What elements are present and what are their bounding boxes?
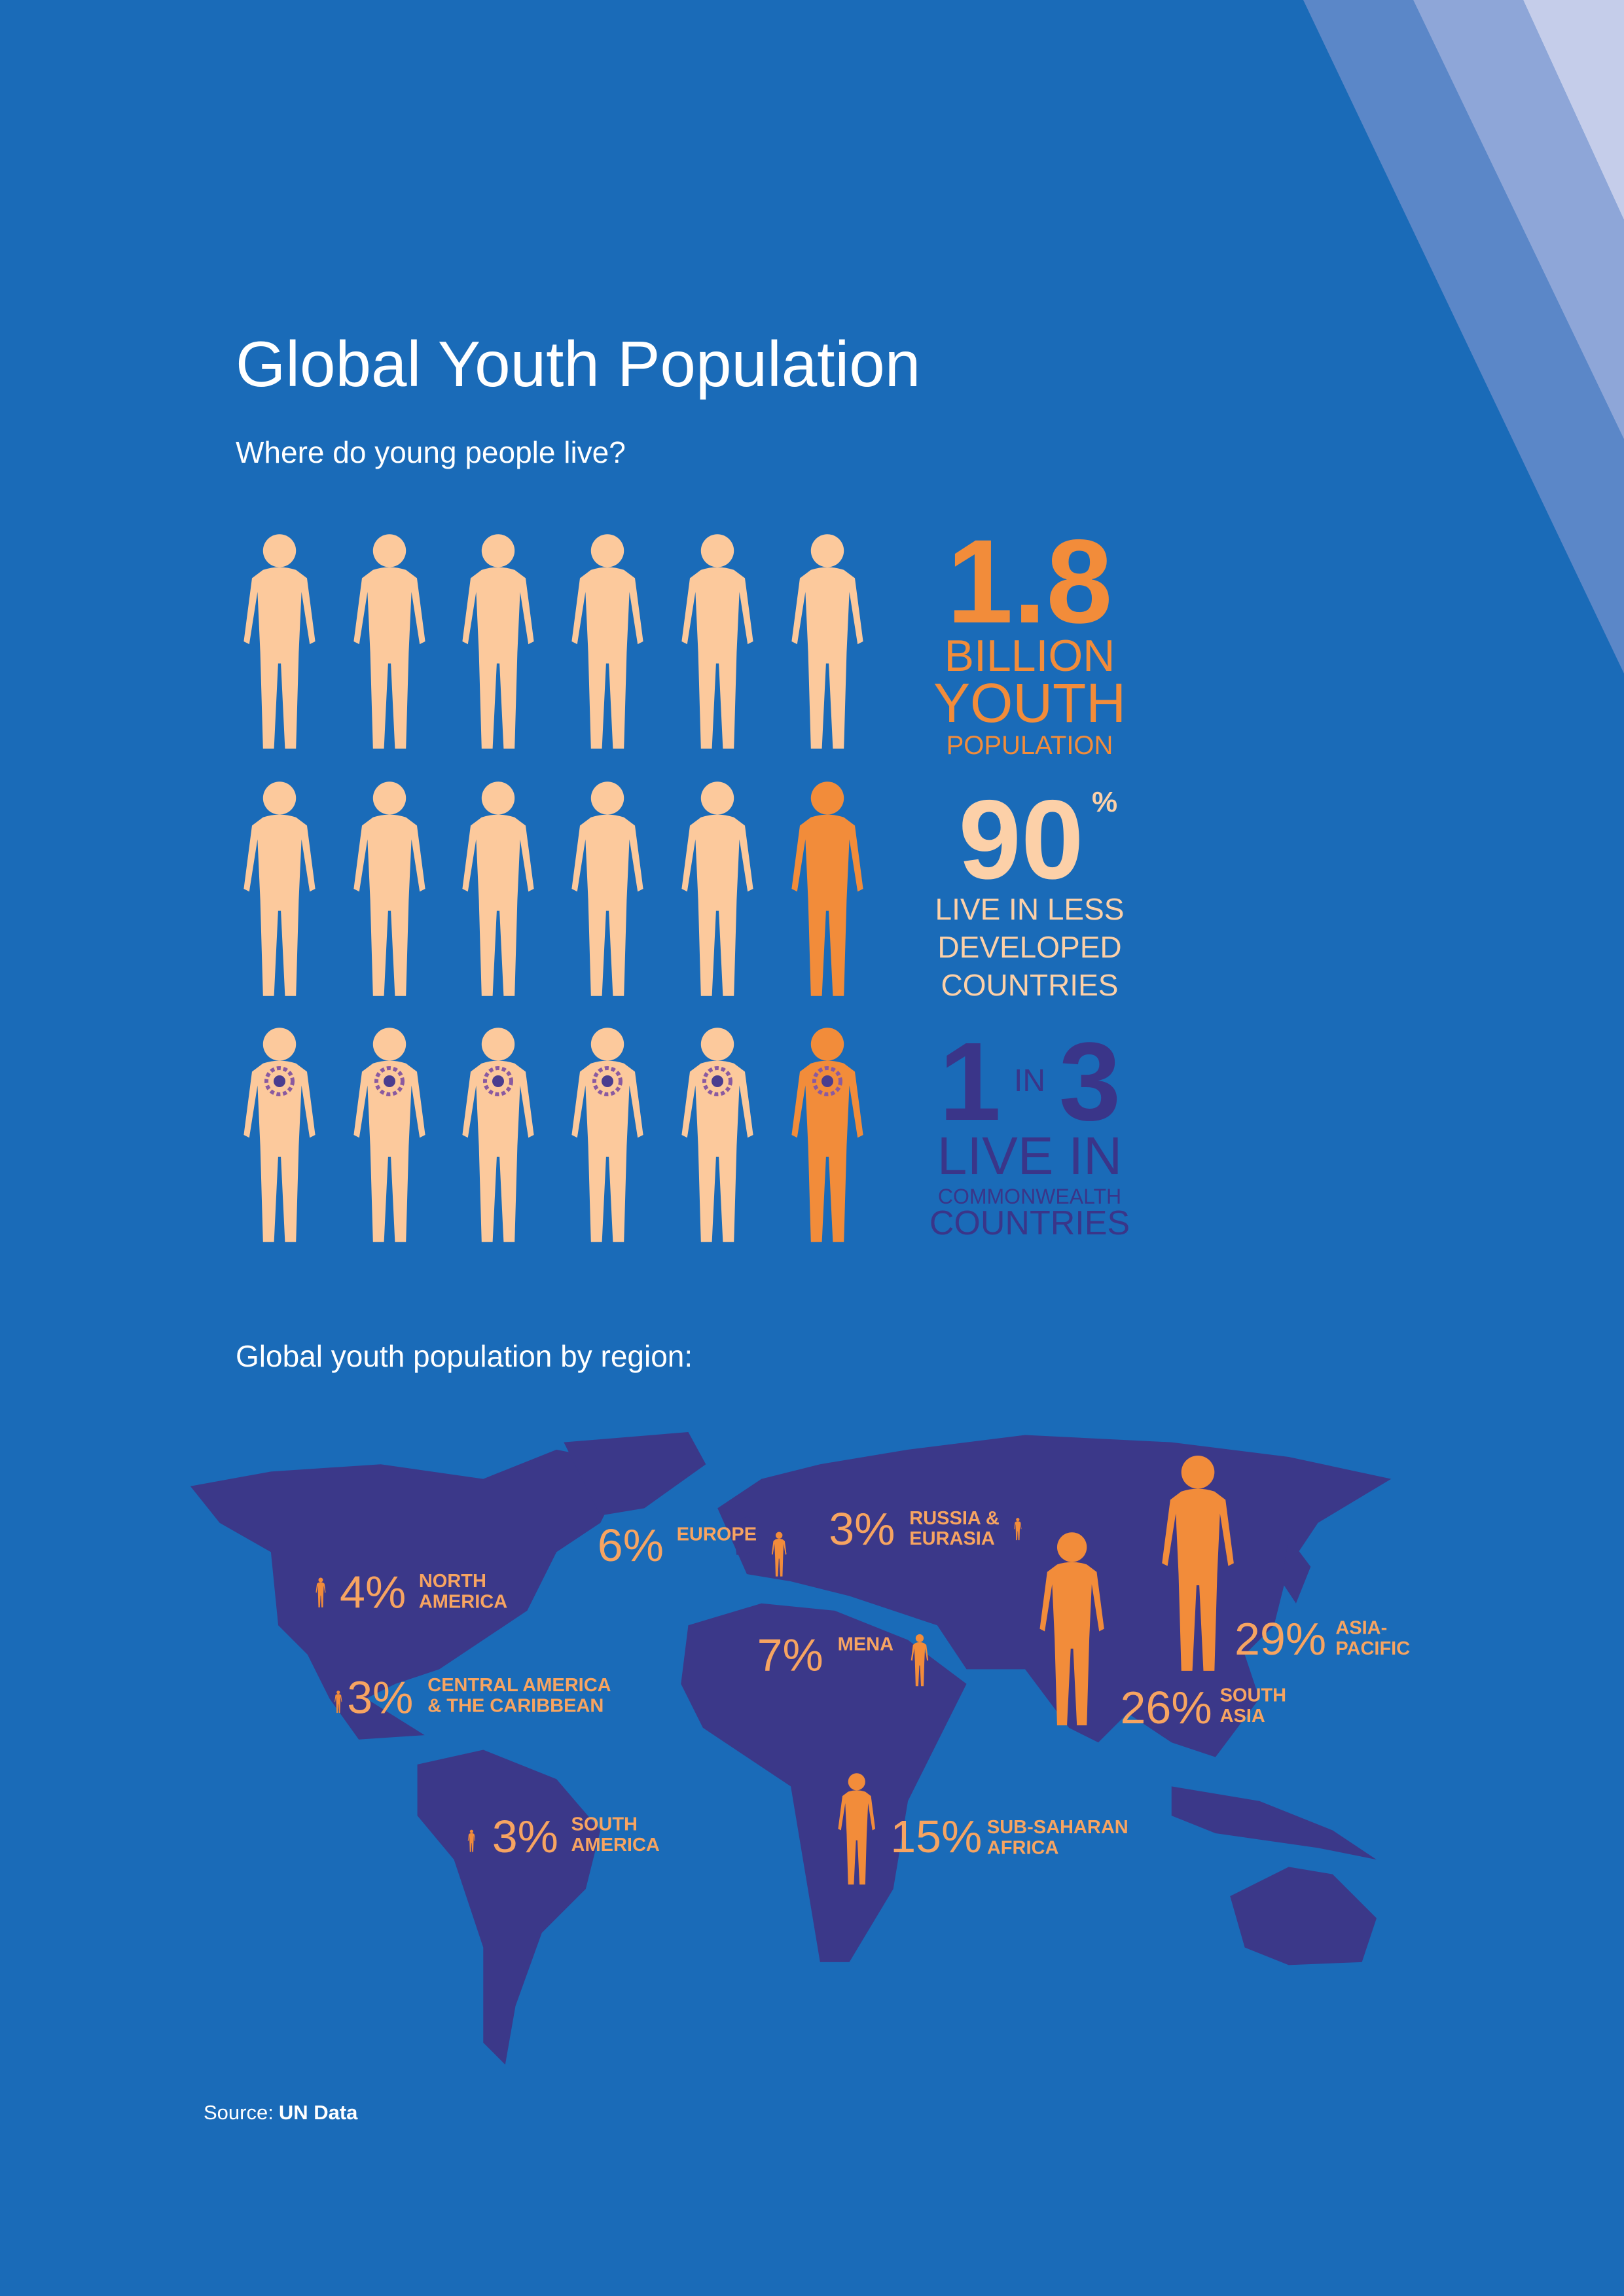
continent xyxy=(190,1449,630,1740)
stat-line: COUNTRIES xyxy=(941,968,1119,1002)
region-percent: 6% xyxy=(598,1520,664,1571)
region-name: SOUTH xyxy=(571,1814,638,1835)
region-name: AMERICA xyxy=(571,1835,660,1856)
stat-line: COMMONWEALTH xyxy=(938,1185,1121,1208)
region-percent: 3% xyxy=(492,1811,558,1862)
commonwealth-globe xyxy=(602,1075,613,1087)
source-prefix: Source: xyxy=(204,2101,274,2124)
continent xyxy=(1171,1786,1377,1860)
region-name: RUSSIA & xyxy=(909,1508,1000,1529)
continent xyxy=(564,1431,706,1516)
stat-unit: % xyxy=(1092,786,1117,818)
stripe xyxy=(1413,0,1624,439)
commonwealth-globe xyxy=(384,1075,395,1087)
region-name: ASIA xyxy=(1220,1706,1265,1727)
region-percent: 26% xyxy=(1120,1682,1212,1733)
region-percent: 29% xyxy=(1235,1613,1326,1664)
commonwealth-badge xyxy=(592,1066,623,1096)
subtitle: Where do young people live? xyxy=(236,435,626,469)
region-name: AFRICA xyxy=(987,1837,1059,1858)
commonwealth-globe xyxy=(274,1075,285,1087)
commonwealth-globe xyxy=(492,1075,504,1087)
region-percent: 4% xyxy=(340,1566,406,1617)
stat-block: 1 IN 3 LIVE IN COMMONWEALTH COUNTRIES xyxy=(929,1020,1130,1242)
region-name: AMERICA xyxy=(419,1591,507,1612)
region-name: EURASIA xyxy=(909,1528,995,1549)
region-percent: 3% xyxy=(347,1672,413,1723)
stat-block: 1.8 BILLION YOUTH POPULATION xyxy=(933,514,1126,760)
people-grid xyxy=(244,534,863,1242)
commonwealth-globe xyxy=(821,1075,833,1087)
stat-number: 90 xyxy=(958,777,1083,903)
stat-line: BILLION xyxy=(945,631,1115,681)
region-percent: 15% xyxy=(890,1811,982,1862)
region-percent: 3% xyxy=(829,1503,895,1554)
stat-line: DEVELOPED xyxy=(937,930,1121,964)
commonwealth-badge xyxy=(812,1066,842,1096)
region-name: & THE CARIBBEAN xyxy=(427,1695,604,1716)
region-percent: 7% xyxy=(757,1630,823,1681)
stat-line: LIVE IN xyxy=(937,1126,1123,1186)
stat-number: 1 xyxy=(939,1020,1001,1144)
region-name: PACIFIC xyxy=(1335,1638,1410,1659)
region-name: CENTRAL AMERICA xyxy=(427,1675,611,1696)
continent xyxy=(681,1603,967,1962)
stat-line: COUNTRIES xyxy=(929,1204,1130,1242)
stripe xyxy=(1303,0,1624,673)
stat-block: 90 % LIVE IN LESS DEVELOPED COUNTRIES xyxy=(935,777,1125,1002)
commonwealth-badge xyxy=(374,1066,405,1096)
corner-stripes xyxy=(1303,0,1624,673)
stat-connector: IN xyxy=(1014,1064,1045,1098)
stripe xyxy=(1523,0,1624,220)
commonwealth-badge xyxy=(483,1066,513,1096)
title: Global Youth Population xyxy=(236,328,920,400)
stat-line: LIVE IN LESS xyxy=(935,892,1125,926)
source: Source: UN Data xyxy=(204,2101,358,2124)
commonwealth-badge xyxy=(264,1066,295,1096)
region-name: EUROPE xyxy=(677,1524,757,1545)
stat-line: YOUTH xyxy=(933,672,1126,734)
commonwealth-globe xyxy=(712,1075,723,1087)
stat-number: 1.8 xyxy=(947,514,1112,648)
stat-line: POPULATION xyxy=(947,731,1113,760)
continent xyxy=(417,1749,601,2065)
region-name: MENA xyxy=(838,1634,893,1655)
continent xyxy=(732,1515,755,1555)
region-name: NORTH xyxy=(419,1571,486,1592)
region-name: SUB-SAHARAN xyxy=(987,1817,1128,1838)
region-name: SOUTH xyxy=(1220,1685,1287,1706)
map-title: Global youth population by region: xyxy=(236,1339,693,1373)
stat-number: 3 xyxy=(1059,1020,1121,1144)
continent xyxy=(1281,1537,1311,1604)
source-name: UN Data xyxy=(279,2101,358,2124)
commonwealth-badge xyxy=(702,1066,732,1096)
region-name: ASIA- xyxy=(1335,1618,1387,1639)
continent xyxy=(1230,1867,1377,1965)
